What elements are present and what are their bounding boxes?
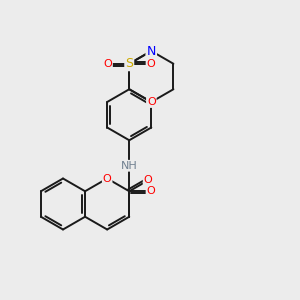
Text: NH: NH xyxy=(121,161,138,171)
Text: O: O xyxy=(147,59,155,69)
Text: O: O xyxy=(147,97,156,107)
Text: O: O xyxy=(144,176,152,185)
Text: N: N xyxy=(147,44,156,58)
Text: N: N xyxy=(147,44,156,58)
Text: O: O xyxy=(103,173,112,184)
Text: O: O xyxy=(147,186,155,196)
Text: S: S xyxy=(125,57,133,70)
Text: O: O xyxy=(103,59,112,69)
